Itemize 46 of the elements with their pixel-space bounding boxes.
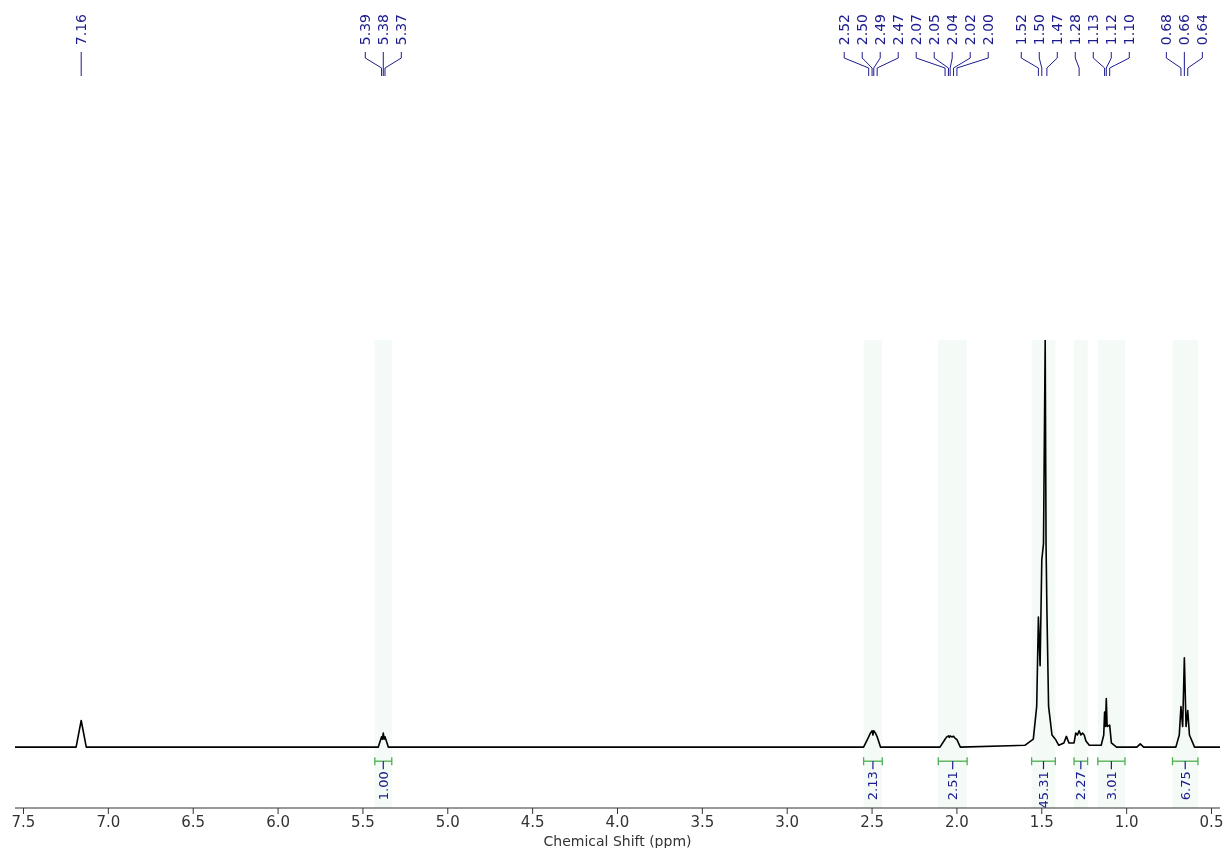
- annotation: 0.64: [1194, 13, 1211, 46]
- annotation: 5.38: [375, 14, 392, 46]
- annotation: 1.52: [1013, 14, 1030, 46]
- annotation: 1.28: [1067, 14, 1084, 46]
- annotation: 1.10: [1121, 14, 1138, 46]
- x-tick-label: 3.5: [690, 812, 715, 831]
- x-tick-label: 6.5: [181, 812, 206, 831]
- annotation: 5.39: [357, 14, 374, 46]
- x-tick-label: 1.5: [1029, 812, 1054, 831]
- x-tick-label: 7.0: [96, 812, 121, 831]
- annotation: 2.04: [944, 13, 961, 46]
- x-tick-label: 2.5: [860, 812, 885, 831]
- annotation: 7.16: [73, 13, 90, 46]
- band-label: 3.01: [1103, 771, 1119, 801]
- x-tick-label: 4.5: [520, 812, 545, 831]
- band-label: 2.51: [945, 771, 961, 801]
- x-tick-label: 0.5: [1199, 812, 1224, 831]
- band-label: 45.31: [1035, 771, 1051, 809]
- x-tick-label: 4.0: [605, 812, 630, 831]
- annotation: 1.13: [1085, 14, 1102, 46]
- annotation: 1.47: [1049, 14, 1066, 46]
- annotation: 1.50: [1031, 14, 1048, 46]
- annotation: 2.07: [908, 14, 925, 46]
- annotation: 2.47: [890, 14, 907, 46]
- annotation: 1.12: [1103, 14, 1120, 46]
- annotation: 2.05: [926, 14, 943, 46]
- annotation: 2.00: [980, 14, 997, 46]
- annotation: 0.68: [1158, 14, 1175, 46]
- x-tick-label: 5.0: [435, 812, 460, 831]
- x-tick-label: 6.0: [266, 812, 290, 831]
- annotation: 2.50: [854, 14, 871, 46]
- x-tick-label: 1.0: [1114, 812, 1139, 831]
- x-tick-label: 5.5: [350, 812, 375, 831]
- annotation: 0.66: [1176, 13, 1193, 46]
- band-label: 1.00: [375, 771, 391, 801]
- band-label: 2.13: [865, 771, 881, 801]
- x-tick-label: 2.0: [945, 812, 969, 831]
- annotation: 5.37: [393, 14, 410, 46]
- annotation: 2.52: [836, 14, 853, 46]
- annotation: 2.49: [872, 14, 889, 46]
- x-tick-label: 3.0: [775, 812, 800, 831]
- annotation: 2.02: [962, 14, 979, 46]
- x-axis-title: Chemical Shift (ppm): [543, 833, 692, 849]
- band-label: 6.75: [1177, 771, 1193, 801]
- band-label: 2.27: [1073, 771, 1089, 801]
- x-tick-label: 7.5: [11, 812, 36, 831]
